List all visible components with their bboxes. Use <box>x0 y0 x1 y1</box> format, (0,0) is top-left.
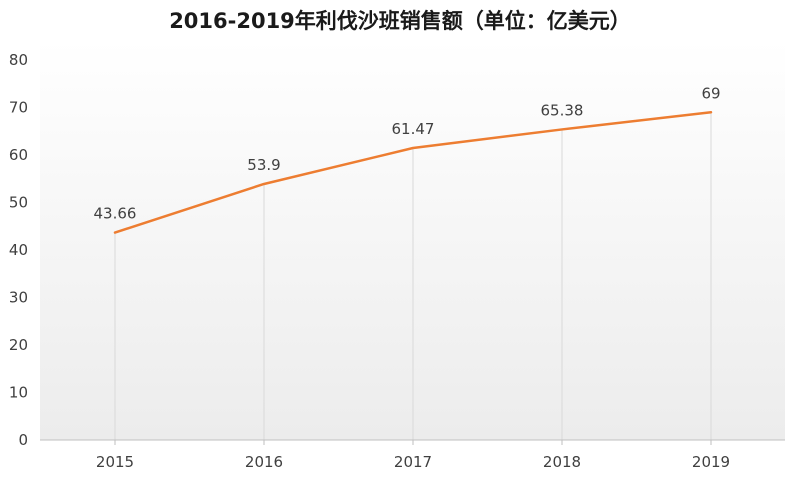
data-label: 43.66 <box>94 205 137 223</box>
y-tick-label: 0 <box>18 431 28 449</box>
x-tick-label: 2019 <box>692 453 730 471</box>
data-label: 61.47 <box>392 120 435 138</box>
y-tick-label: 20 <box>9 336 28 354</box>
data-label: 53.9 <box>247 156 280 174</box>
x-tick-label: 2016 <box>245 453 283 471</box>
y-tick-label: 30 <box>9 289 28 307</box>
x-tick-label: 2015 <box>96 453 134 471</box>
chart-title: 2016-2019年利伐沙班销售额（单位：亿美元） <box>169 9 631 33</box>
y-axis: 0 10 20 30 40 50 60 70 80 <box>9 51 28 449</box>
y-tick-label: 40 <box>9 241 28 259</box>
series: 43.66 53.9 61.47 65.38 69 <box>94 84 721 234</box>
y-tick-label: 60 <box>9 146 28 164</box>
x-tick-label: 2017 <box>394 453 432 471</box>
y-tick-label: 70 <box>9 99 28 117</box>
gridlines <box>114 112 712 440</box>
y-tick-label: 10 <box>9 384 28 402</box>
x-axis: 2015 2016 2017 2018 2019 <box>40 439 785 471</box>
data-label: 65.38 <box>541 101 584 119</box>
x-tick-label: 2018 <box>543 453 581 471</box>
y-tick-label: 80 <box>9 51 28 69</box>
data-label: 69 <box>701 84 720 102</box>
y-tick-label: 50 <box>9 194 28 212</box>
